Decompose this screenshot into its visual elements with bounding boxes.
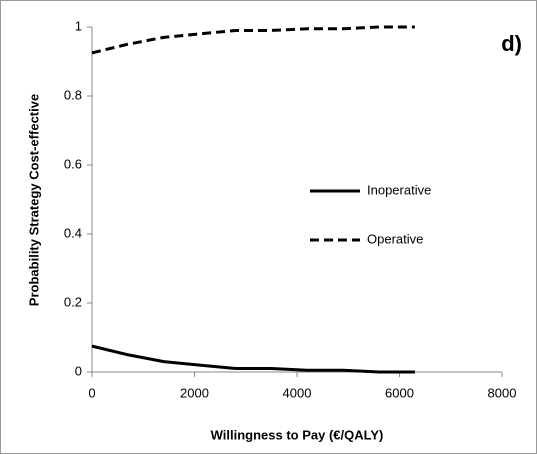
x-tick-label: 4000 — [283, 385, 312, 400]
y-axis-title: Probability Strategy Cost-effective — [26, 94, 41, 306]
series-line — [91, 25, 415, 55]
y-tick-label: 0 — [75, 363, 82, 378]
x-tick-label: 8000 — [488, 385, 517, 400]
x-tick-label: 0 — [88, 385, 95, 400]
legend-label: Inoperative — [367, 182, 431, 197]
x-axis-title: Willingness to Pay (€/QALY) — [211, 427, 384, 442]
y-tick-label: 0.2 — [64, 294, 82, 309]
y-tick-label: 0.4 — [64, 225, 82, 240]
x-tick-label: 2000 — [180, 385, 209, 400]
x-tick-label: 6000 — [385, 385, 414, 400]
legend-label: Operative — [367, 231, 423, 246]
y-tick-label: 0.6 — [64, 156, 82, 171]
y-tick-label: 1 — [75, 18, 82, 33]
series-line — [91, 344, 415, 374]
y-tick-label: 0.8 — [64, 87, 82, 102]
annotation: d) — [501, 31, 522, 56]
